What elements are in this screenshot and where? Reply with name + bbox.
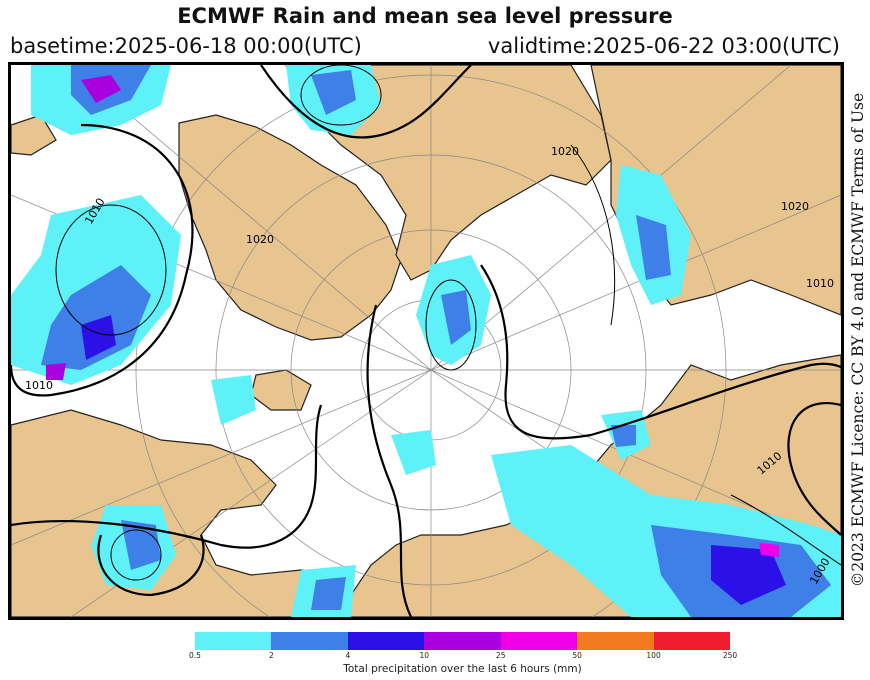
- isobar-line: [480, 264, 841, 440]
- precip-area: [759, 543, 779, 557]
- isobar-label: 1020: [551, 145, 579, 158]
- legend-tick: 10: [419, 651, 430, 660]
- isobar-line: [11, 123, 194, 397]
- map-panel: 1020 1020 1010 1010 1010 1000 1020 1010: [8, 62, 844, 620]
- legend-swatch: [653, 632, 730, 650]
- legend-tick: 4: [345, 651, 351, 660]
- licence-text: ©2023 ECMWF Licence: CC BY 4.0 and ECMWF…: [848, 66, 868, 614]
- isobar-line: [787, 402, 841, 536]
- isobar-line: [366, 304, 412, 617]
- precip-area: [46, 363, 66, 380]
- legend-ticks: 0.5 2 4 10 25 50 100 250: [0, 651, 870, 661]
- precip-area: [41, 265, 151, 370]
- chart-title: ECMWF Rain and mean sea level pressure: [177, 4, 673, 28]
- precip-area: [441, 290, 471, 345]
- licence-label: ©2023 ECMWF Licence: CC BY 4.0 and ECMWF…: [849, 92, 867, 588]
- map-svg: 1020 1020 1010 1010 1010 1000 1020 1010: [11, 65, 841, 617]
- land-svalbard: [250, 369, 312, 411]
- isobar-layer: [11, 65, 841, 617]
- legend-swatch: [195, 632, 272, 650]
- legend-swatch: [271, 632, 348, 650]
- precip-legend: [195, 632, 730, 650]
- isobar-label: 1020: [781, 200, 809, 213]
- precip-area: [711, 545, 786, 605]
- legend-tick: 0.5: [189, 651, 201, 660]
- precip-layer: [11, 65, 841, 617]
- precip-area: [121, 520, 161, 570]
- legend-tick: 50: [572, 651, 582, 660]
- legend-swatch: [424, 632, 501, 650]
- legend-swatch: [500, 632, 578, 650]
- land-greenland: [178, 114, 402, 341]
- precip-area: [611, 425, 636, 447]
- precip-area: [81, 75, 121, 103]
- legend-tick: 25: [495, 651, 506, 660]
- isobar-label: 1010: [806, 277, 834, 290]
- precip-area: [311, 70, 356, 115]
- precip-area: [311, 577, 346, 610]
- precip-area: [636, 215, 671, 280]
- precip-area: [211, 375, 256, 425]
- legend-tick: 2: [269, 651, 274, 660]
- precip-area: [81, 315, 116, 360]
- legend-tick: 100: [646, 651, 661, 660]
- precip-area: [391, 430, 436, 475]
- isobar-label: 1020: [246, 233, 274, 246]
- validtime-label: validtime:2025-06-22 03:00(UTC): [487, 34, 840, 58]
- isobar-line: [97, 534, 205, 597]
- legend-tick: 250: [722, 651, 738, 660]
- legend-swatch: [347, 632, 425, 650]
- isobar-thin-layer: [55, 65, 841, 581]
- isobar-label: 1010: [25, 379, 53, 392]
- basetime-label: basetime:2025-06-18 00:00(UTC): [10, 34, 362, 58]
- legend-label: Total precipitation over the last 6 hour…: [343, 663, 582, 675]
- isobar-line: [11, 404, 323, 549]
- legend-swatch: [577, 632, 654, 650]
- isobar-line: [260, 65, 472, 139]
